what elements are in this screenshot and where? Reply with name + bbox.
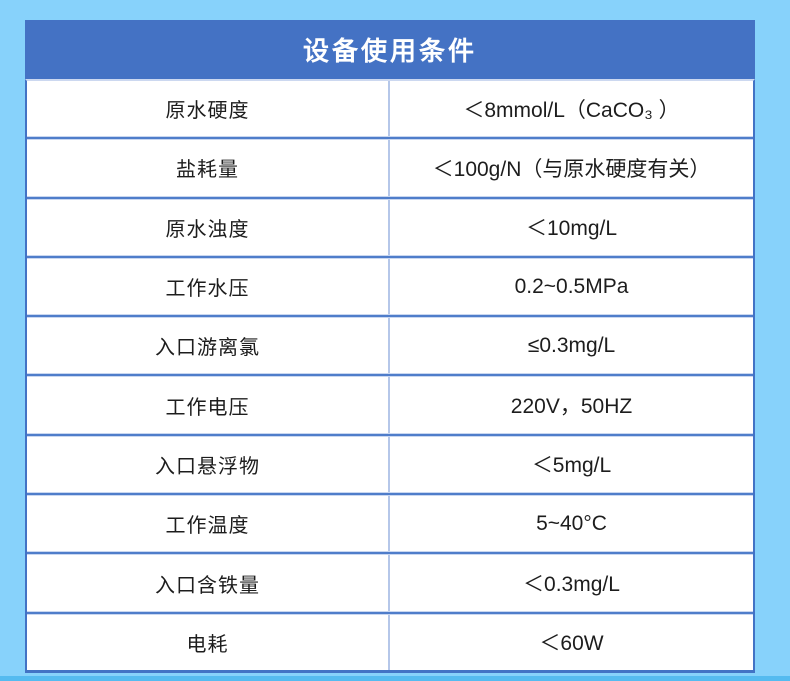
- row-label: 原水硬度: [27, 81, 390, 137]
- row-label: 入口悬浮物: [27, 436, 390, 493]
- row-label: 原水浊度: [27, 199, 390, 255]
- row-value: ＜0.3mg/L: [523, 573, 620, 597]
- row-label: 电耗: [27, 614, 390, 670]
- table-row: 原水浊度 ＜10mg/L: [27, 199, 753, 255]
- table-row: 入口游离氯 ≤0.3mg/L: [27, 318, 753, 374]
- row-value: ＜8mmol/L（CaCO₃ ）: [463, 98, 680, 122]
- row-value: 0.2~0.5MPa: [514, 274, 629, 298]
- table-title: 设备使用条件: [25, 20, 755, 79]
- row-divider: [27, 373, 753, 378]
- table-row: 工作电压 220V，50HZ: [27, 377, 753, 433]
- row-label: 盐耗量: [27, 140, 390, 196]
- row-value: ≤0.3mg/L: [527, 333, 616, 357]
- table-rows: 原水硬度 ＜8mmol/L（CaCO₃ ） 盐耗量 ＜100g/N（与原水硬度有…: [25, 79, 755, 673]
- row-divider: [27, 254, 753, 259]
- row-label: 工作电压: [27, 377, 390, 433]
- row-divider: [27, 195, 753, 200]
- row-value: 220V，50HZ: [510, 395, 633, 419]
- table-row: 盐耗量 ＜100g/N（与原水硬度有关）: [27, 140, 753, 196]
- bottom-strip: [0, 676, 790, 681]
- row-label: 入口含铁量: [27, 555, 390, 611]
- row-label: 工作温度: [27, 496, 390, 552]
- row-divider: [27, 432, 753, 437]
- row-divider: [27, 492, 753, 497]
- table-row: 工作水压 0.2~0.5MPa: [27, 258, 753, 315]
- row-divider: [27, 314, 753, 319]
- row-divider: [27, 551, 753, 556]
- row-value: 5~40°C: [536, 511, 607, 535]
- row-value: ＜5mg/L: [531, 454, 612, 478]
- row-value: ＜60W: [539, 632, 604, 656]
- table-row: 入口悬浮物 ＜5mg/L: [27, 436, 753, 493]
- row-divider: [27, 136, 753, 141]
- table-row: 电耗 ＜60W: [27, 614, 753, 670]
- table-row: 工作温度 5~40°C: [27, 496, 753, 552]
- table-row: 入口含铁量 ＜0.3mg/L: [27, 555, 753, 611]
- row-value: ＜100g/N（与原水硬度有关）: [432, 157, 711, 181]
- row-divider: [27, 610, 753, 615]
- table-row: 原水硬度 ＜8mmol/L（CaCO₃ ）: [27, 81, 753, 137]
- row-label: 工作水压: [27, 258, 390, 315]
- spec-table: 设备使用条件 原水硬度 ＜8mmol/L（CaCO₃ ） 盐耗量 ＜100g/N…: [25, 20, 755, 673]
- row-value: ＜10mg/L: [525, 217, 618, 241]
- row-label: 入口游离氯: [27, 318, 390, 374]
